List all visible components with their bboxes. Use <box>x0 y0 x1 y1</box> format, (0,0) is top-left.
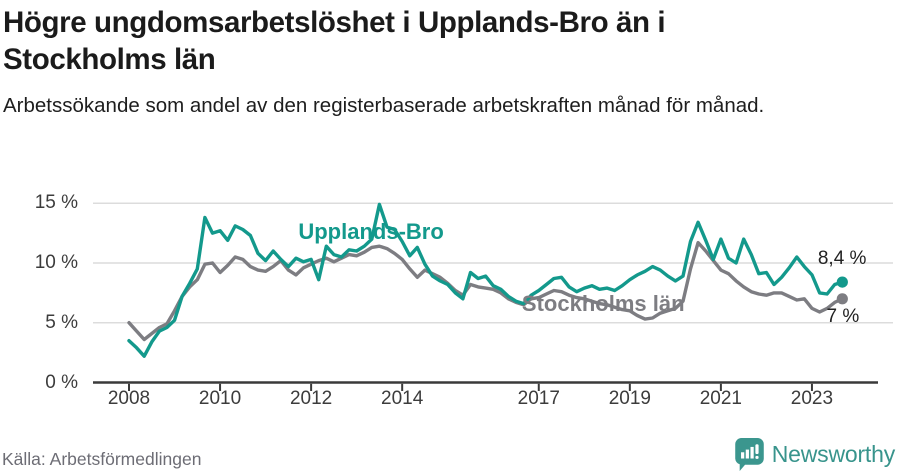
y-tick-label: 5 % <box>45 311 78 333</box>
annotation-stockholms-l-n: Stockholms län <box>521 290 685 316</box>
end-dot-stockholms-l-n <box>836 293 848 305</box>
page-title: Högre ungdomsarbetslöshet i Upplands-Bro… <box>3 6 666 77</box>
bar-chart-speech-bubble-icon <box>734 438 764 471</box>
newsworthy-logo[interactable]: Newsworthy <box>734 438 895 471</box>
gridlines <box>93 202 893 324</box>
series-end-dots <box>836 276 848 305</box>
x-tick-label: 2010 <box>198 388 242 409</box>
end-dot-upplands-bro <box>836 276 848 288</box>
source-note: Källa: Arbetsförmedlingen <box>2 449 202 469</box>
x-tick-label: 2008 <box>107 388 151 409</box>
chart-subtitle: Arbetssökande som andel av den registerb… <box>3 94 765 117</box>
brand-wordmark: Newsworthy <box>771 441 895 467</box>
x-axis <box>93 381 878 391</box>
x-tick-label: 2017 <box>517 388 560 409</box>
annotation-8-4-: 8,4 % <box>817 247 867 269</box>
y-tick-label: 10 % <box>34 251 78 273</box>
y-tick-label: 15 % <box>34 192 78 214</box>
x-tick-label: 2012 <box>289 388 333 409</box>
x-tick-label: 2023 <box>790 388 834 409</box>
annotation-upplands-bro: Upplands-Bro <box>298 218 444 244</box>
x-tick-label: 2014 <box>381 388 424 409</box>
series-line-stockholms-l-n <box>127 240 844 342</box>
series-line-upplands-bro <box>127 202 844 358</box>
data-series <box>127 202 844 358</box>
x-tick-label: 2019 <box>608 388 651 409</box>
annotation-7-: 7 % <box>826 305 860 327</box>
x-tick-label: 2021 <box>699 388 743 409</box>
y-tick-label: 0 % <box>45 371 78 393</box>
